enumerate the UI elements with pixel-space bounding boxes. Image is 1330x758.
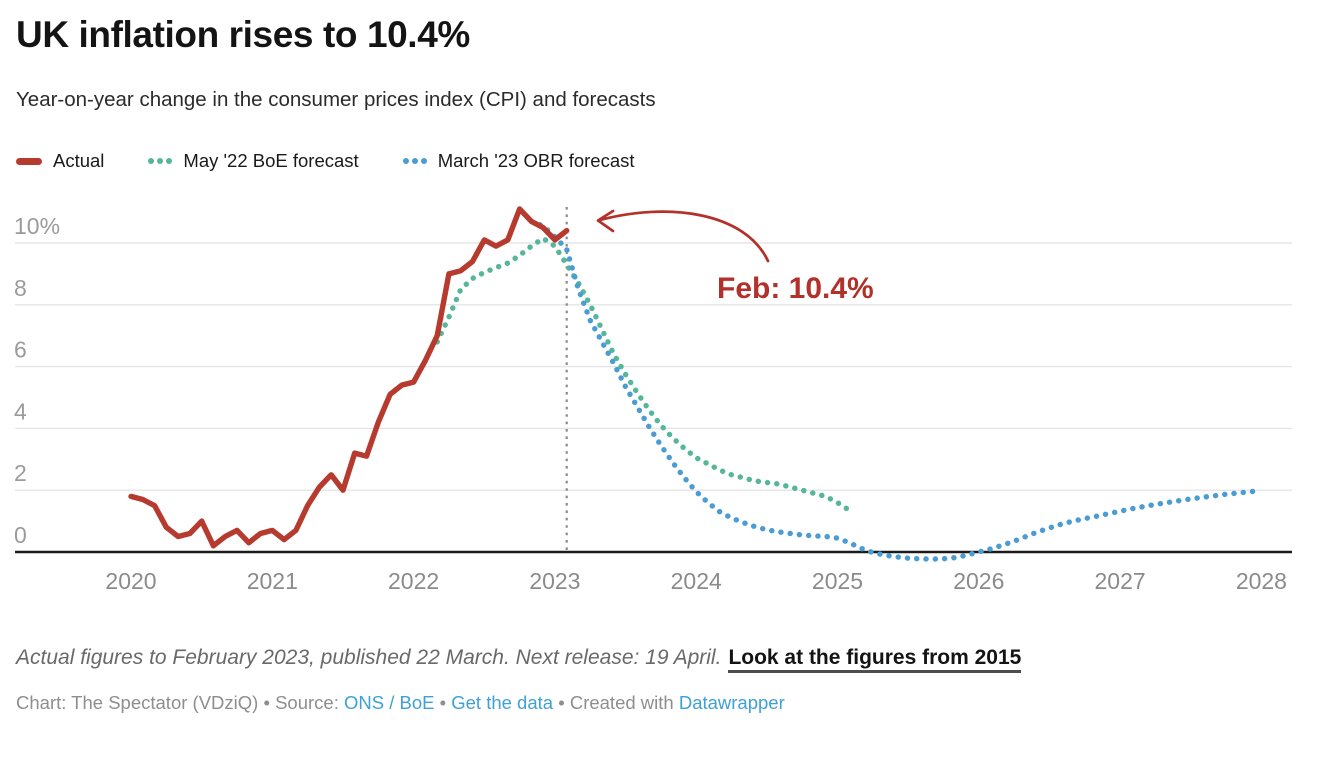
legend-dot (420, 158, 427, 164)
byline-created-with: Created with (569, 692, 674, 713)
chart-subtitle: Year-on-year change in the consumer pric… (16, 88, 656, 111)
footnote-text: Actual figures to February 2023, publish… (16, 646, 722, 669)
legend-item-march-23-obr-forecast: March '23 OBR forecast (402, 150, 635, 172)
gridlines: 0 2 4 6 8 10% (14, 213, 1292, 554)
legend-dot (402, 158, 409, 164)
y-tick-label: 2 (14, 460, 27, 486)
annotation-arrow (598, 210, 770, 263)
annotation-label: Feb: 10.4% (717, 272, 874, 305)
legend-dot (148, 158, 155, 164)
byline-separator: • (439, 692, 447, 713)
byline-source-label: Source: (275, 692, 339, 713)
x-tick-label: 2020 (105, 568, 156, 594)
y-tick-label: 8 (14, 275, 27, 301)
x-tick-label: 2026 (953, 568, 1004, 594)
figures-from-2015-link[interactable]: Look at the figures from 2015 (728, 646, 1022, 673)
legend-label: Actual (53, 150, 105, 171)
byline-credit: Chart: The Spectator (VDziQ) (16, 692, 259, 713)
x-tick-label: 2022 (388, 568, 439, 594)
series-actual (128, 206, 570, 549)
annotation: Feb: 10.4% (596, 209, 874, 305)
y-tick-label: 10% (14, 213, 60, 239)
legend-item-may-22-boe-forecast: May '22 BoE forecast (148, 150, 359, 172)
x-tick-label: 2025 (812, 568, 863, 594)
y-tick-label: 0 (14, 522, 27, 548)
x-tick-label: 2024 (671, 568, 722, 594)
legend-label: May '22 BoE forecast (183, 150, 359, 171)
x-tick-label: 2027 (1095, 568, 1146, 594)
x-tick-label: 2021 (247, 568, 298, 594)
legend-line-marker (16, 157, 42, 165)
annotation-arrowhead (596, 209, 615, 233)
byline-separator: • (263, 692, 270, 713)
series-march-23-obr-forecast (528, 218, 1265, 562)
legend-dots-marker (402, 158, 427, 164)
chart-footnote: Actual figures to February 2023, publish… (16, 646, 1022, 673)
x-tick-label: 2023 (529, 568, 580, 594)
chart-byline: Chart: The Spectator (VDziQ) • Source: O… (16, 692, 785, 714)
legend-label: March '23 OBR forecast (437, 150, 635, 171)
datawrapper-link[interactable]: Datawrapper (678, 692, 785, 713)
get-the-data-link[interactable]: Get the data (451, 692, 554, 713)
series-may-22-boe-forecast (434, 235, 852, 513)
legend-dot (166, 158, 173, 164)
chart-legend: Actual May '22 BoE forecast March '23 OBR … (16, 150, 635, 172)
byline-separator: • (558, 692, 565, 713)
page-title: UK inflation rises to 10.4% (16, 14, 470, 55)
x-tick-label: 2028 (1236, 568, 1287, 594)
y-tick-label: 4 (14, 398, 27, 424)
source-link[interactable]: ONS / BoE (343, 692, 435, 713)
legend-item-actual: Actual (16, 150, 104, 172)
legend-dot (157, 158, 164, 164)
legend-dots-marker (148, 158, 173, 164)
legend-dot (411, 158, 418, 164)
y-tick-label: 6 (14, 337, 27, 363)
x-axis: 2020 2021 2022 2023 2024 2025 2026 2027 2028 (105, 568, 1287, 594)
